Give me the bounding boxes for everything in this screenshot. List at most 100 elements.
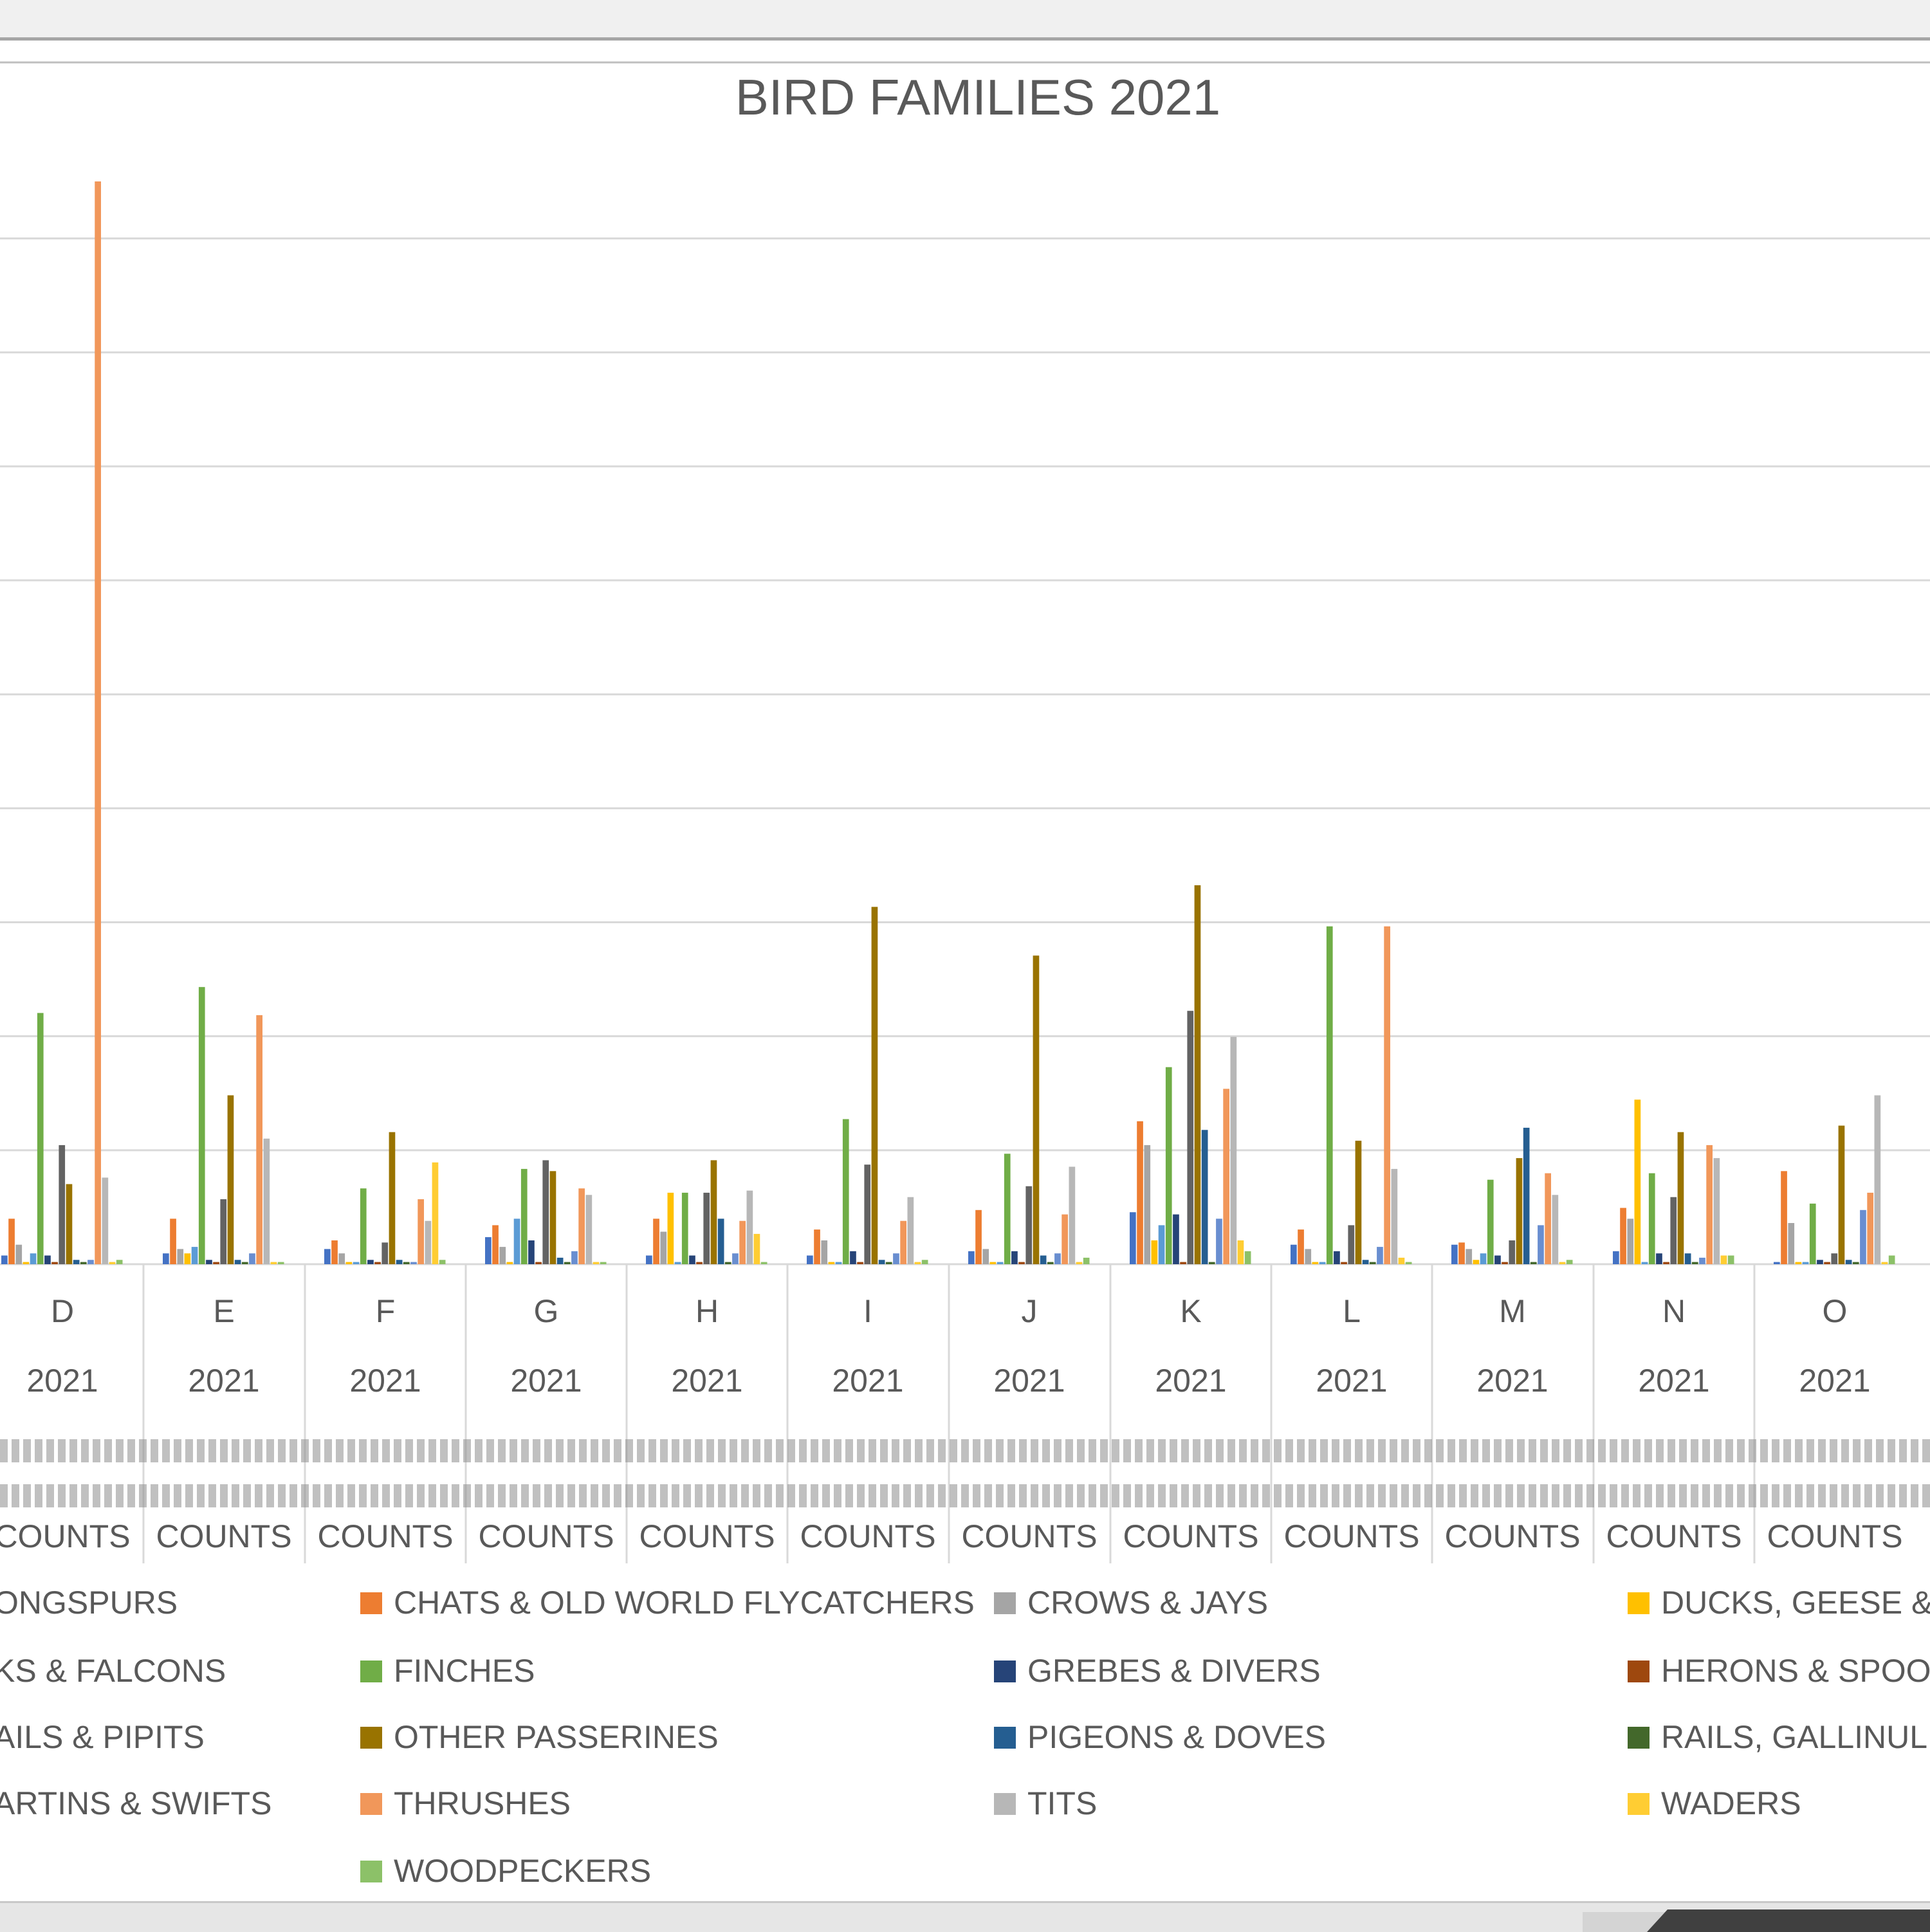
horizontal-scrollbar[interactable]	[0, 1901, 1930, 1932]
overlapping-label-block	[984, 1484, 992, 1507]
category-sub-label: COUNTS	[156, 1518, 291, 1554]
overlapping-label-block	[1725, 1439, 1733, 1462]
bar	[814, 1229, 820, 1264]
category-tick-label: K	[1180, 1293, 1201, 1329]
overlapping-label-block	[1517, 1484, 1525, 1507]
overlapping-label-block	[1563, 1484, 1571, 1507]
bar	[403, 1262, 410, 1264]
overlapping-label-block	[591, 1439, 598, 1462]
legend-swatch	[1628, 1661, 1650, 1682]
overlapping-label-block	[648, 1484, 656, 1507]
legend-swatch	[1628, 1793, 1650, 1815]
bar	[116, 1260, 123, 1264]
overlapping-label-block	[625, 1484, 633, 1507]
overlapping-label-block	[1575, 1484, 1583, 1507]
bar	[80, 1262, 87, 1264]
bar	[1487, 1179, 1494, 1264]
overlapping-label-block	[58, 1439, 66, 1462]
overlapping-label-block	[1714, 1439, 1722, 1462]
overlapping-label-block	[382, 1439, 390, 1462]
bar	[1559, 1262, 1566, 1264]
bar	[15, 1244, 23, 1264]
overlapping-label-block	[510, 1484, 517, 1507]
overlapping-label-block	[1239, 1439, 1247, 1462]
overlapping-label-block	[764, 1484, 772, 1507]
overlapping-label-block	[1193, 1439, 1200, 1462]
overlapping-label-block	[799, 1484, 807, 1507]
legend-swatch	[360, 1793, 382, 1815]
bar	[1684, 1253, 1691, 1264]
overlapping-label-block	[1668, 1439, 1675, 1462]
overlapping-label-block	[834, 1484, 841, 1507]
bar	[1047, 1262, 1054, 1264]
overlapping-label-block	[1459, 1439, 1467, 1462]
bar	[277, 1262, 284, 1264]
overlapping-label-block	[706, 1484, 714, 1507]
overlapping-label-block	[567, 1484, 575, 1507]
overlapping-label-block	[1054, 1439, 1062, 1462]
overlapping-label-block	[1482, 1484, 1490, 1507]
bar	[689, 1255, 695, 1264]
legend-swatch	[994, 1661, 1016, 1682]
overlapping-label-block	[69, 1439, 77, 1462]
overlapping-label-block	[915, 1439, 923, 1462]
bar	[710, 1160, 717, 1264]
overlapping-label-block	[1575, 1439, 1583, 1462]
overlapping-label-block	[336, 1439, 344, 1462]
legend-swatch	[994, 1727, 1016, 1749]
overlapping-label-block	[1204, 1439, 1212, 1462]
overlapping-label-block	[498, 1484, 506, 1507]
bar	[1774, 1262, 1780, 1264]
legend-label: CROWS & JAYS	[1027, 1585, 1268, 1621]
overlapping-label-block	[1911, 1439, 1918, 1462]
overlapping-label-block	[174, 1439, 181, 1462]
overlapping-label-block	[1471, 1484, 1478, 1507]
legend-label: ARTINS & SWIFTS	[0, 1785, 271, 1821]
overlapping-label-block	[1471, 1439, 1478, 1462]
overlapping-label-block	[1216, 1484, 1224, 1507]
overlapping-label-block	[1783, 1484, 1791, 1507]
category-sub-label: COUNTS	[1767, 1518, 1902, 1554]
bar	[492, 1225, 499, 1264]
bar	[542, 1160, 549, 1264]
overlapping-label-block	[1679, 1439, 1687, 1462]
chart: BIRD FAMILIES 2021 D 2021 COUNTS E 2021 COUNT…	[0, 61, 1930, 1889]
overlapping-label-block	[139, 1484, 147, 1507]
bar	[1691, 1262, 1698, 1264]
overlapping-label-block	[1262, 1484, 1270, 1507]
bar	[73, 1260, 80, 1264]
overlapping-label-block	[116, 1439, 124, 1462]
bar	[753, 1233, 760, 1264]
bar	[667, 1192, 674, 1264]
overlapping-label-block	[336, 1484, 344, 1507]
bar	[170, 1219, 176, 1264]
bar	[44, 1255, 51, 1264]
bar	[1831, 1253, 1838, 1264]
legend-label: CHATS & OLD WORLD FLYCATCHERS	[394, 1585, 975, 1621]
overlapping-label-block	[1413, 1439, 1420, 1462]
category-tick-label: D	[51, 1293, 74, 1329]
sheet-tab-corner	[1647, 1909, 1668, 1932]
overlapping-label-block	[1227, 1439, 1235, 1462]
overlapping-label-block	[232, 1484, 239, 1507]
overlapping-label-block	[127, 1439, 135, 1462]
bar	[1641, 1262, 1648, 1264]
overlapping-label-block	[683, 1439, 691, 1462]
overlapping-label-block	[1737, 1439, 1745, 1462]
category-tick-label: O	[1823, 1293, 1848, 1329]
overlapping-label-block	[695, 1439, 703, 1462]
overlapping-label-block	[614, 1484, 621, 1507]
overlapping-label-block	[602, 1484, 610, 1507]
bar	[1069, 1166, 1076, 1264]
overlapping-label-block	[811, 1484, 818, 1507]
overlapping-label-block	[1436, 1484, 1444, 1507]
sheet-tab-strip[interactable]	[1668, 1909, 1930, 1932]
bar	[1566, 1260, 1573, 1264]
bar	[389, 1132, 396, 1264]
overlapping-label-block	[1853, 1484, 1861, 1507]
overlapping-label-block	[1285, 1439, 1293, 1462]
overlapping-label-block	[1077, 1439, 1085, 1462]
overlapping-label-block	[1448, 1484, 1455, 1507]
bar	[249, 1253, 255, 1264]
legend-swatch	[360, 1727, 382, 1749]
